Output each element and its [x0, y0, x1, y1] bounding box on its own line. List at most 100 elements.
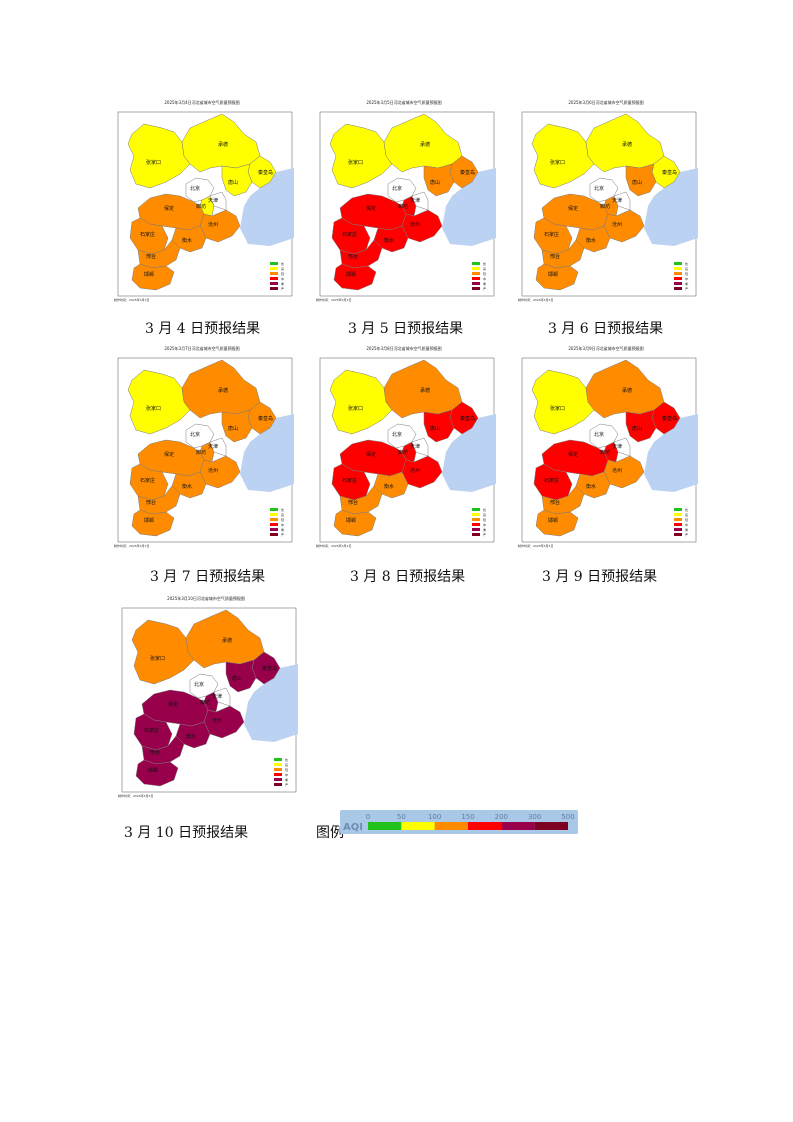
map-legend-label-severe: 严	[483, 287, 486, 291]
map-legend-swatch-severe	[274, 783, 282, 786]
region-label-shijiazhuang: 石家庄	[342, 477, 357, 484]
map-legend-label-heavy: 重	[685, 527, 688, 532]
region-label-handan: 邯郸	[548, 517, 558, 524]
map-legend-label-moderate: 良	[281, 512, 284, 517]
region-label-hengshui: 衡水	[384, 237, 394, 244]
region-label-cangzhou: 沧州	[208, 467, 218, 474]
region-tianjin	[411, 191, 429, 211]
map-legend-swatch-good	[270, 262, 278, 265]
map-legend-swatch-heavy	[674, 528, 682, 531]
region-label-langfang: 廊坊	[600, 449, 610, 456]
region-shijiazhuang	[129, 217, 169, 255]
map-footer: 制作时间：2025年3月3日	[518, 297, 553, 302]
map-legend-swatch-good	[274, 758, 282, 761]
map-legend-label-light: 轻	[281, 271, 284, 276]
region-label-tianjin: 天津	[212, 693, 222, 700]
map-legend-swatch-good	[674, 262, 682, 265]
map-legend-label-heavy: 重	[685, 281, 688, 286]
region-label-tianjin: 天津	[410, 197, 420, 204]
region-label-cangzhou: 沧州	[208, 221, 218, 228]
map-panel-mar10: 2025年3月10日河北省城市空气质量预报图 张家口 承德 秦皇岛 唐山 北京 天津 廊坊 保定…	[114, 594, 298, 799]
region-label-tangshan: 唐山	[232, 675, 242, 682]
map-legend-swatch-severe	[674, 533, 682, 536]
region-label-handan: 邯郸	[144, 517, 154, 524]
map-legend-label-severe: 严	[685, 533, 688, 537]
map-legend-swatch-moderate	[472, 513, 480, 516]
map-legend-label-good: 优	[285, 757, 288, 762]
map-frame: 2025年3月10日河北省城市空气质量预报图 张家口 承德 秦皇岛 唐山 北京 天津 廊坊 保定…	[114, 594, 298, 799]
map-legend-label-heavy: 重	[281, 527, 284, 532]
map-legend-swatch-good	[472, 262, 480, 265]
region-zhangjiakou	[531, 123, 595, 189]
map-legend-swatch-moderate	[270, 513, 278, 516]
region-label-beijing: 北京	[392, 431, 402, 438]
region-tianjin	[411, 437, 429, 457]
map-legend-label-heavy: 重	[483, 527, 486, 532]
map-legend-label-moderate: 良	[685, 266, 688, 271]
aqi-tick: 0	[366, 813, 370, 821]
map-title: 2025年3月10日河北省城市空气质量预报图	[167, 595, 245, 601]
map-title: 2025年3月4日河北省城市空气质量预报图	[164, 99, 239, 105]
region-label-tianjin: 天津	[410, 443, 420, 450]
map-legend-label-moderate: 良	[483, 266, 486, 271]
map-panel-mar8: 2025年3月8日河北省城市空气质量预报图 张家口 承德 秦皇岛 唐山 北京 天津 廊坊 保定石…	[312, 344, 496, 549]
region-tangshan	[625, 163, 657, 197]
map-title: 2025年3月5日河北省城市空气质量预报图	[366, 99, 441, 105]
region-label-baoding: 保定	[168, 701, 178, 708]
map-legend-label-moderate: 良	[281, 266, 284, 271]
region-label-chengde: 承德	[622, 387, 632, 394]
region-zhangjiakou	[127, 123, 191, 189]
region-zhangjiakou	[329, 369, 393, 435]
map-legend-label-medium: 中	[281, 276, 284, 281]
sea-area	[442, 414, 496, 492]
map-legend-label-moderate: 良	[483, 512, 486, 517]
map-legend-label-medium: 中	[285, 772, 288, 777]
map-legend-swatch-good	[674, 508, 682, 511]
region-label-tangshan: 唐山	[430, 425, 440, 432]
region-label-xingtai: 邢台	[550, 499, 560, 506]
region-label-shijiazhuang: 石家庄	[140, 477, 155, 484]
map-legend-label-light: 轻	[685, 517, 688, 522]
region-shijiazhuang	[331, 463, 371, 501]
map-legend-swatch-light	[270, 518, 278, 521]
map-title: 2025年3月6日河北省城市空气质量预报图	[568, 99, 643, 105]
map-footer: 制作时间：2025年3月3日	[118, 793, 153, 798]
region-tangshan	[225, 659, 257, 693]
map-legend-swatch-heavy	[674, 282, 682, 285]
region-label-qinhuangdao: 秦皇岛	[662, 169, 677, 176]
region-label-xingtai: 邢台	[150, 749, 160, 756]
region-label-xingtai: 邢台	[146, 253, 156, 260]
region-label-handan: 邯郸	[346, 271, 356, 278]
region-label-shijiazhuang: 石家庄	[544, 231, 559, 238]
map-caption-mar4: 3 月 4 日预报结果	[145, 321, 261, 337]
map-caption-mar9: 3 月 9 日预报结果	[542, 569, 658, 585]
map-caption-mar6: 3 月 6 日预报结果	[548, 321, 664, 337]
map-legend-swatch-heavy	[270, 528, 278, 531]
map-legend-swatch-medium	[674, 277, 682, 280]
region-label-zhangjiakou: 张家口	[550, 159, 565, 166]
region-label-qinhuangdao: 秦皇岛	[258, 169, 273, 176]
region-handan	[131, 263, 175, 291]
sea-area	[442, 168, 496, 246]
map-caption-mar5: 3 月 5 日预报结果	[348, 321, 464, 337]
region-label-qinhuangdao: 秦皇岛	[258, 415, 273, 422]
region-label-baoding: 保定	[568, 205, 578, 212]
map-legend-swatch-severe	[472, 287, 480, 290]
aqi-segment-good	[368, 822, 402, 830]
map-legend-label-good: 优	[281, 261, 284, 266]
region-label-cangzhou: 沧州	[612, 467, 622, 474]
region-label-baoding: 保定	[164, 205, 174, 212]
map-panel-mar7: 2025年3月7日河北省城市空气质量预报图 张家口 承德 秦皇岛 唐山 北京 天津 廊坊 保定石…	[110, 344, 294, 549]
region-label-baoding: 保定	[164, 451, 174, 458]
region-label-langfang: 廊坊	[200, 699, 210, 706]
map-legend-label-severe: 严	[285, 783, 288, 787]
region-label-shijiazhuang: 石家庄	[342, 231, 357, 238]
map-legend-swatch-heavy	[472, 528, 480, 531]
region-label-tangshan: 唐山	[430, 179, 440, 186]
region-label-xingtai: 邢台	[348, 253, 358, 260]
map-legend-swatch-medium	[270, 523, 278, 526]
map-legend-label-good: 优	[685, 507, 688, 512]
